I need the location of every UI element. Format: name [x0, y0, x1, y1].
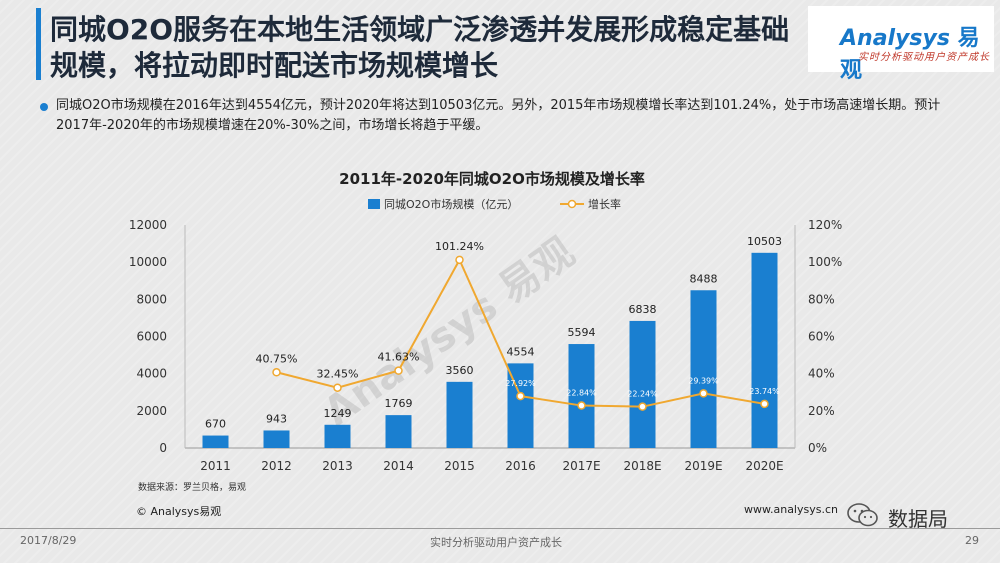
summary-text: 同城O2O市场规模在2016年达到4554亿元，预计2020年将达到10503亿… — [56, 98, 941, 133]
y-tick-left: 6000 — [136, 330, 167, 344]
y-tick-left: 2000 — [136, 404, 167, 418]
y-tick-left: 0 — [159, 441, 167, 455]
bar-value-label: 8488 — [690, 272, 718, 285]
copyright: © Analysys易观 — [136, 505, 222, 518]
bar — [263, 430, 290, 448]
x-tick-label: 2012 — [261, 459, 292, 473]
logo-box — [808, 6, 994, 72]
website-link[interactable]: www.analysys.cn — [744, 503, 838, 516]
rate-point — [516, 391, 525, 401]
rate-point — [455, 255, 464, 265]
logo-tagline: 实时分析驱动用户资产成长 — [858, 52, 990, 63]
rate-point — [760, 399, 769, 409]
y-tick-left: 4000 — [136, 367, 167, 381]
logo-brand-cn: 易观 — [840, 26, 980, 83]
bar — [629, 320, 656, 448]
rate-value-label: 101.24% — [435, 240, 484, 253]
y-tick-right: 80% — [808, 292, 835, 306]
bar-value-label: 1769 — [385, 397, 413, 410]
x-tick-label: 2015 — [444, 459, 475, 473]
page-title: 同城O2O服务在本地生活领域广泛渗透并发展形成稳定基础规模，将拉动即时配送市场规… — [50, 13, 790, 82]
bar — [751, 252, 778, 448]
page-number: 29 — [965, 534, 979, 547]
footer-slogan: 实时分析驱动用户资产成长 — [430, 536, 562, 549]
bar — [690, 290, 717, 448]
y-tick-right: 20% — [808, 404, 835, 418]
rate-value-label: 41.63% — [378, 351, 420, 364]
bar-value-label: 4554 — [507, 345, 535, 358]
rate-point — [699, 389, 708, 398]
bar — [324, 424, 351, 448]
rate-point — [333, 383, 342, 392]
rate-point — [394, 366, 403, 375]
rate-point — [577, 401, 586, 410]
x-tick-label: 2011 — [200, 459, 231, 473]
data-source: 数据来源：罗兰贝格，易观 — [138, 483, 247, 493]
x-tick-label: 2020E — [745, 459, 783, 473]
rate-value-label: 32.45% — [317, 368, 359, 381]
bar-value-label: 943 — [266, 412, 287, 425]
rate-series: 40.75% 32.45% 41.63% 101.24% 27.92% 22.84% 22.… — [256, 240, 780, 411]
bar-value-label: 1249 — [324, 407, 352, 420]
rate-value-label: 23.74% — [749, 387, 780, 396]
y-tick-left: 12000 — [129, 218, 167, 232]
y-tick-right: 0% — [808, 441, 827, 455]
legend-line-marker — [567, 199, 577, 209]
rate-point — [272, 368, 281, 377]
footer-date: 2017/8/29 — [20, 534, 77, 547]
x-tick-label: 2013 — [322, 459, 353, 473]
rate-point — [638, 402, 647, 411]
bar-value-label: 5594 — [568, 326, 596, 339]
chart-legend: 同城O2O市场规模（亿元） 增长率 — [368, 197, 621, 211]
y-tick-left: 8000 — [136, 292, 167, 306]
bar — [385, 415, 412, 448]
bar-value-label: 3560 — [446, 364, 474, 377]
x-tick-label: 2018E — [623, 459, 661, 473]
legend-line-label: 增长率 — [588, 197, 621, 211]
x-tick-label: 2016 — [505, 459, 536, 473]
logo-brand-en: Analysys — [840, 26, 950, 51]
legend-bar-swatch — [368, 199, 380, 209]
rate-value-label: 22.24% — [627, 390, 658, 399]
bar-value-label: 6838 — [629, 303, 657, 316]
bullet-icon — [40, 103, 48, 111]
y-tick-right: 40% — [808, 367, 835, 381]
y-tick-right: 120% — [808, 218, 842, 232]
bar — [568, 344, 595, 448]
bar-series: 670 943 1249 1769 3560 4554 5594 6838 8488 10503 — [202, 235, 782, 448]
y-axis-right: 0% 20% 40% 60% 80% 100% 120% — [808, 218, 842, 455]
wechat-account-label: 数据局 — [888, 507, 948, 531]
y-tick-right: 100% — [808, 255, 842, 269]
logo: Analysys 易观 — [840, 20, 1000, 84]
bar-value-label: 670 — [205, 418, 226, 431]
rate-value-label: 29.39% — [688, 376, 719, 385]
rate-value-label: 22.84% — [566, 389, 597, 398]
title-accent-bar — [36, 8, 41, 80]
x-tick-label: 2017E — [562, 459, 600, 473]
bar-value-label: 10503 — [747, 235, 782, 248]
rate-value-label: 27.92% — [505, 379, 536, 388]
footer-divider — [0, 528, 1000, 529]
wechat-icon — [847, 503, 878, 527]
x-axis-labels: 2011 2012 2013 2014 2015 2016 2017E 2018E 2019E 2… — [200, 459, 783, 473]
bar — [202, 435, 229, 448]
x-tick-label: 2014 — [383, 459, 414, 473]
x-tick-label: 2019E — [684, 459, 722, 473]
y-tick-right: 60% — [808, 330, 835, 344]
y-axis-left: 0 2000 4000 6000 8000 10000 12000 — [129, 218, 167, 455]
rate-value-label: 40.75% — [256, 352, 298, 365]
chart-title: 2011年-2020年同城O2O市场规模及增长率 — [339, 170, 645, 188]
y-tick-left: 10000 — [129, 255, 167, 269]
legend-bar-label: 同城O2O市场规模（亿元） — [384, 197, 518, 211]
bar — [446, 381, 473, 448]
